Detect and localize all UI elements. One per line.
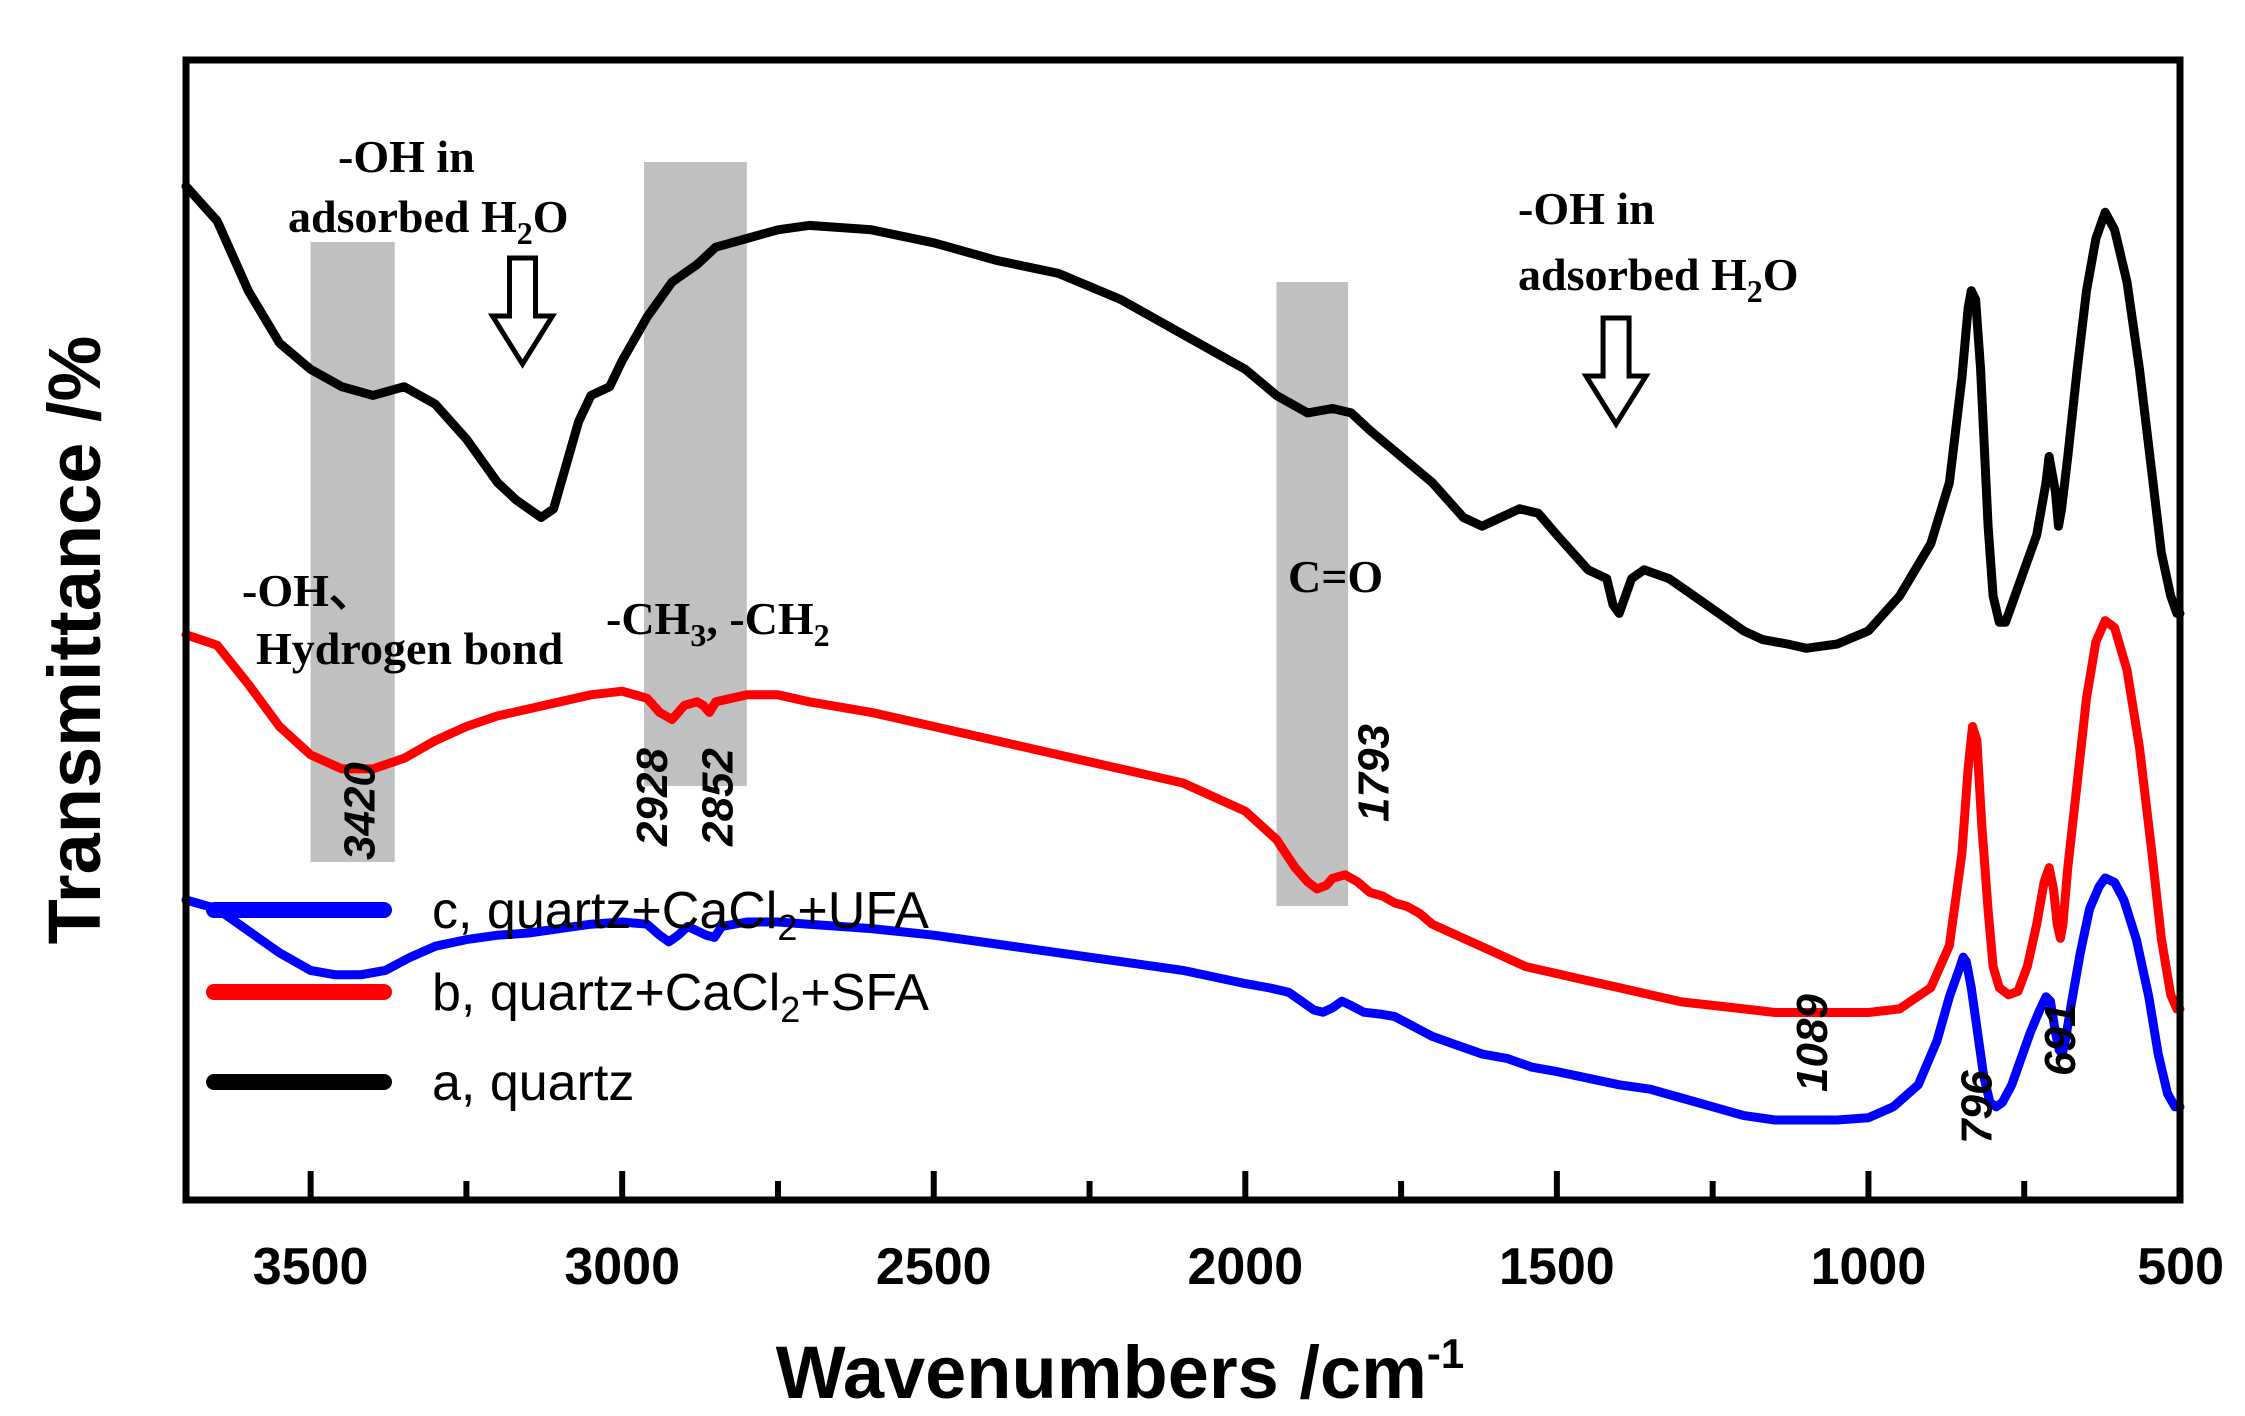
- x-tick-label-1000: 1000: [1811, 1238, 1927, 1296]
- band-ch: [643, 162, 747, 786]
- annotation-co: C=O: [1288, 551, 1383, 602]
- annotation-oh-hbond-line1: -OH、: [242, 565, 375, 616]
- annotation-arrows: [487, 255, 1651, 429]
- peak-label-1089: 1089: [1788, 994, 1837, 1092]
- x-axis-title-main: Wavenumbers /cm: [776, 1331, 1427, 1414]
- x-tick-label-1500: 1500: [1499, 1238, 1615, 1296]
- annotation-oh-adsorbed-left-line2: adsorbed H2O: [288, 191, 569, 251]
- arrow-oh-left: [487, 255, 557, 369]
- shaded-bands: [310, 162, 1349, 906]
- series-line-c: [181, 873, 2185, 1125]
- legend: c, quartz+CaCl2+UFA b, quartz+CaCl2+SFA …: [206, 882, 929, 1112]
- legend-label-a: a, quartz: [432, 1054, 634, 1112]
- annotation-oh-hbond-line2: Hydrogen bond: [256, 623, 564, 674]
- arrow-oh-right: [1581, 315, 1651, 429]
- legend-label-b: b, quartz+CaCl2+SFA: [432, 964, 929, 1030]
- peak-label-2928: 2928: [628, 748, 677, 847]
- peak-label-3420: 3420: [336, 762, 385, 860]
- y-axis-title: Transmittance /%: [33, 336, 116, 945]
- annotation-oh-adsorbed-right-line1: -OH in: [1518, 183, 1655, 234]
- peak-label-1793: 1793: [1349, 724, 1398, 822]
- x-tick-label-500: 500: [2137, 1238, 2224, 1296]
- plot-frame: [182, 56, 2184, 1204]
- band-co: [1276, 282, 1349, 906]
- legend-label-c: c, quartz+CaCl2+UFA: [432, 882, 929, 948]
- peak-label-691: 691: [2036, 1003, 2085, 1076]
- x-tick-label-3000: 3000: [564, 1238, 680, 1296]
- peak-labels: 3420 2928 2852 1793 1089 796 691: [336, 724, 2086, 1144]
- x-axis-title-sup: -1: [1427, 1330, 1464, 1377]
- x-tick-label-2000: 2000: [1187, 1238, 1303, 1296]
- annotation-ch: -CH3, -CH2: [606, 593, 830, 653]
- spectra-series: [181, 181, 2185, 1125]
- x-tick-label-2500: 2500: [876, 1238, 992, 1296]
- annotation-oh-adsorbed-right-line2: adsorbed H2O: [1518, 249, 1799, 309]
- peak-label-796: 796: [1953, 1070, 2002, 1144]
- annotation-oh-adsorbed-left-line1: -OH in: [338, 131, 475, 182]
- series-line-a: [181, 181, 2185, 653]
- series-line-b: [181, 616, 2185, 1017]
- x-ticks: 3500 3000 2500 2000 1500 1000 500: [253, 1171, 2224, 1296]
- peak-label-2852: 2852: [693, 748, 742, 847]
- x-axis-title: Wavenumbers /cm-1: [776, 1330, 1465, 1414]
- x-tick-label-3500: 3500: [253, 1238, 369, 1296]
